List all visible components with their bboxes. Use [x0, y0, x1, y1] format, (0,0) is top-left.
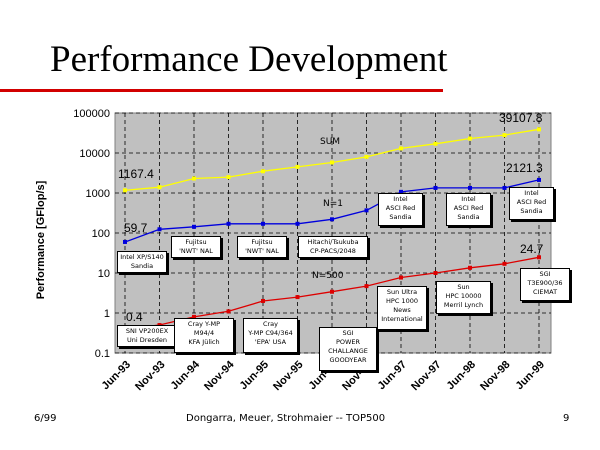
- end-value-label: 39107.8: [499, 111, 543, 125]
- x-tick-label: Nov-98: [478, 359, 512, 393]
- data-labels: SUM 1167.4 39107.8 N=1 59.7 2121.3 N=500 0.4 24.…: [118, 111, 544, 324]
- series-name-label: N=500: [312, 271, 344, 281]
- data-point: [537, 177, 541, 182]
- data-point: [295, 295, 300, 300]
- data-point: [192, 224, 196, 229]
- machine-annotation: Intel ASCI Red Sandia: [509, 187, 554, 220]
- y-tick-label: 10: [98, 268, 110, 280]
- machine-annotation: Sun HPC 10000 Merril Lynch: [436, 281, 491, 314]
- data-point: [433, 271, 438, 275]
- data-point: [226, 221, 231, 226]
- machine-annotation: Hitachi/Tsukuba CP-PACS/2048: [298, 236, 368, 258]
- data-point: [192, 176, 196, 181]
- data-point: [330, 160, 334, 165]
- start-value-label: 0.4: [126, 310, 143, 324]
- data-point: [399, 189, 403, 194]
- grid-lines: [115, 112, 551, 354]
- x-tick-label: Nov-94: [202, 358, 237, 393]
- data-point: [364, 154, 369, 159]
- data-point: [157, 227, 162, 232]
- data-point: [502, 261, 507, 266]
- x-tick-label: Nov-97: [409, 359, 443, 393]
- y-axis: 100000 10000 1000 100 10 1 0.1: [73, 108, 110, 360]
- x-tick-label: Jun-97: [376, 359, 410, 393]
- data-point: [399, 146, 403, 151]
- y-tick-label: 0.1: [95, 348, 110, 360]
- machine-annotation: SGI T3E900/36 CIEMAT: [520, 268, 570, 301]
- data-point: [123, 188, 127, 193]
- data-point: [468, 136, 472, 141]
- x-tick-label: Jun-94: [169, 358, 203, 392]
- footer-date: 6/99: [34, 413, 57, 424]
- data-point: [433, 141, 438, 146]
- data-point: [261, 221, 265, 226]
- machine-annotation: Sun Ultra HPC 1000 News International: [377, 286, 427, 330]
- footer-credits: Dongarra, Meuer, Strohmaier -- TOP500: [186, 413, 386, 424]
- data-point: [330, 217, 334, 222]
- machine-annotation: Intel XP/S140 Sandia: [117, 251, 167, 273]
- data-point: [537, 255, 541, 260]
- data-point: [468, 185, 472, 190]
- y-axis-label: Performance [GFlop/s]: [35, 180, 47, 299]
- x-tick-label: Jun-99: [514, 359, 548, 393]
- x-tick-label: Jun-98: [445, 359, 479, 393]
- data-point: [502, 185, 507, 190]
- machine-annotation: SNI VP200EX Uni Dresden: [117, 325, 177, 347]
- footer-page: 9: [563, 413, 570, 424]
- page-title: Performance Development: [50, 39, 448, 80]
- series-name-label: N=1: [323, 199, 343, 209]
- machine-annotation: Cray Y-MP M94/4 KFA Jülich: [174, 318, 234, 353]
- data-point: [433, 185, 438, 190]
- data-point: [192, 314, 196, 319]
- data-point: [157, 185, 162, 190]
- machine-annotation: Fujitsu 'NWT' NAL: [171, 236, 221, 258]
- machine-annotation: Intel ASCI Red Sandia: [446, 193, 491, 226]
- x-tick-label: Jun-95: [238, 359, 272, 393]
- y-tick-label: 100: [92, 228, 110, 240]
- data-point: [502, 133, 507, 138]
- series-name-label: SUM: [320, 137, 340, 147]
- data-point: [261, 169, 265, 174]
- data-series: [123, 127, 541, 331]
- data-point: [330, 289, 334, 294]
- machine-annotation: Fujitsu 'NWT' NAL: [237, 236, 287, 258]
- y-tick-label: 100000: [73, 108, 110, 120]
- data-point: [295, 164, 300, 169]
- data-point: [537, 127, 541, 132]
- data-point: [123, 239, 127, 244]
- data-point: [295, 221, 300, 226]
- end-value-label: 24.7: [520, 242, 544, 256]
- machine-annotation: SGI POWER CHALLANGE GOODYEAR: [319, 327, 377, 371]
- x-tick-label: Nov-93: [133, 359, 167, 393]
- title-underline: [0, 89, 443, 92]
- start-value-label: 59.7: [124, 221, 148, 235]
- y-tick-label: 10000: [79, 148, 110, 160]
- start-value-label: 1167.4: [118, 167, 154, 181]
- x-tick-label: Nov-95: [271, 359, 305, 393]
- x-tick-label: Jun-93: [100, 359, 134, 393]
- data-point: [261, 298, 265, 303]
- y-tick-label: 1: [104, 308, 110, 320]
- data-point: [226, 309, 231, 314]
- machine-annotation: Cray Y-MP C94/364 'EPA' USA: [243, 318, 298, 353]
- end-value-label: 2121.3: [506, 161, 543, 175]
- data-point: [364, 284, 369, 289]
- data-point: [468, 265, 472, 270]
- machine-annotation: Intel ASCI Red Sandia: [378, 193, 423, 226]
- data-point: [364, 208, 369, 213]
- data-point: [399, 275, 403, 280]
- data-point: [226, 175, 231, 180]
- y-tick-label: 1000: [86, 188, 110, 200]
